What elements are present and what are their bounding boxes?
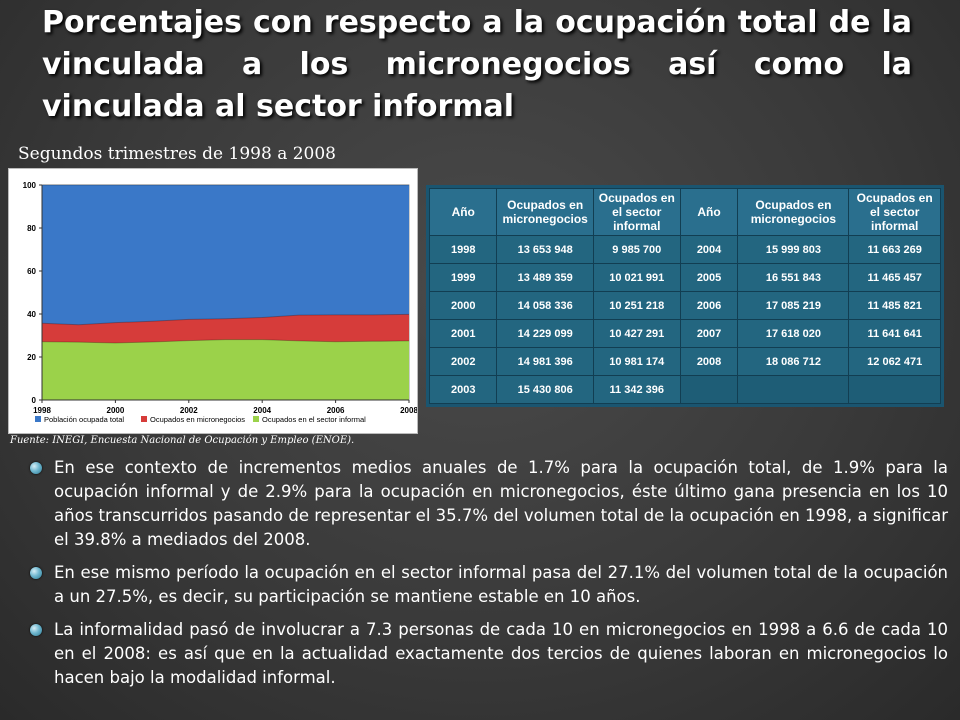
area-series-edge-2 bbox=[41, 339, 410, 344]
header-informal-2: Ocupados en el sector informal bbox=[848, 188, 941, 236]
table-cell: 2008 bbox=[679, 347, 739, 376]
table-cell: 11 485 821 bbox=[848, 291, 941, 320]
table-cell: 11 663 269 bbox=[848, 235, 941, 264]
bullet-text: En ese contexto de incrementos medios an… bbox=[54, 458, 948, 549]
table-cell: 9 985 700 bbox=[592, 235, 681, 264]
table-cell: 17 618 020 bbox=[737, 319, 850, 348]
y-tick-label: 0 bbox=[32, 396, 37, 405]
area-series-edge-1 bbox=[41, 313, 410, 326]
table-cell bbox=[848, 375, 941, 404]
bullet-text: La informalidad pasó de involucrar a 7.3… bbox=[54, 620, 948, 687]
table-cell: 14 981 396 bbox=[496, 347, 594, 376]
table-cell: 10 251 218 bbox=[592, 291, 681, 320]
bullet-item: En ese mismo período la ocupación en el … bbox=[30, 561, 948, 609]
header-micronegocios-1: Ocupados en micronegocios bbox=[496, 188, 594, 236]
table-cell: 14 229 099 bbox=[496, 319, 594, 348]
legend-label: Población ocupada total bbox=[44, 415, 124, 424]
legend-swatch bbox=[35, 416, 41, 422]
source-note: Fuente: INEGI, Encuesta Nacional de Ocup… bbox=[10, 435, 355, 446]
y-tick-label: 60 bbox=[27, 267, 36, 276]
table-cell: 14 058 336 bbox=[496, 291, 594, 320]
area-chart: 0 20 40 60 80 100 1998 2000 2002 2004 2006 2008 Pobl… bbox=[8, 168, 418, 434]
table-cell: 2001 bbox=[428, 319, 498, 348]
bullet-item: La informalidad pasó de involucrar a 7.3… bbox=[30, 618, 948, 690]
y-tick-label: 20 bbox=[27, 353, 36, 362]
table-row: 1999 13 489 359 10 021 991 2005 16 551 843 11… bbox=[428, 263, 941, 292]
x-tick-label: 2006 bbox=[327, 406, 345, 415]
table-cell bbox=[679, 375, 739, 404]
header-informal-1: Ocupados en el sector informal bbox=[592, 188, 681, 236]
y-tick-label: 80 bbox=[27, 224, 36, 233]
legend-label: Ocupados en el sector informal bbox=[262, 415, 366, 424]
table-cell: 2005 bbox=[679, 263, 739, 292]
table-header-row: Año Ocupados en micronegocios Ocupados e… bbox=[428, 188, 941, 236]
legend-swatch bbox=[253, 416, 259, 422]
area-series-2 bbox=[42, 339, 409, 400]
table-cell: 11 641 641 bbox=[848, 319, 941, 348]
table-row: 2001 14 229 099 10 427 291 2007 17 618 020 11… bbox=[428, 319, 941, 348]
table-row: 2003 15 430 806 11 342 396 bbox=[428, 375, 941, 404]
table-cell: 2000 bbox=[428, 291, 498, 320]
table-cell: 16 551 843 bbox=[737, 263, 850, 292]
bullet-text: En ese mismo período la ocupación en el … bbox=[54, 563, 948, 606]
table-cell: 17 085 219 bbox=[737, 291, 850, 320]
x-tick-label: 2002 bbox=[180, 406, 198, 415]
legend-swatch bbox=[141, 416, 147, 422]
bullet-list: En ese contexto de incrementos medios an… bbox=[30, 456, 948, 699]
table-cell: 11 465 457 bbox=[848, 263, 941, 292]
table-cell: 2003 bbox=[428, 375, 498, 404]
y-tick-label: 40 bbox=[27, 310, 36, 319]
area-chart-svg: 0 20 40 60 80 100 1998 2000 2002 2004 2006 2008 Pobl… bbox=[23, 181, 417, 424]
table-cell bbox=[737, 375, 850, 404]
table-cell: 18 086 712 bbox=[737, 347, 850, 376]
table-cell: 2002 bbox=[428, 347, 498, 376]
table-cell: 2007 bbox=[679, 319, 739, 348]
table-cell: 11 342 396 bbox=[592, 375, 681, 404]
table-cell: 1998 bbox=[428, 235, 498, 264]
data-table-container: Año Ocupados en micronegocios Ocupados e… bbox=[426, 185, 944, 407]
slide-title: Porcentajes con respecto a la ocupación … bbox=[42, 5, 912, 124]
table-row: 1998 13 653 948 9 985 700 2004 15 999 803 11 … bbox=[428, 235, 941, 264]
table-cell: 15 430 806 bbox=[496, 375, 594, 404]
table-cell: 10 021 991 bbox=[592, 263, 681, 292]
header-year-1: Año bbox=[428, 188, 498, 236]
table-cell: 10 981 174 bbox=[592, 347, 681, 376]
table-row: 2000 14 058 336 10 251 218 2006 17 085 219 11… bbox=[428, 291, 941, 320]
x-tick-label: 2000 bbox=[107, 406, 125, 415]
x-tick-label: 2008 bbox=[400, 406, 417, 415]
x-tick-label: 2004 bbox=[253, 406, 271, 415]
slide-subtitle: Segundos trimestres de 1998 a 2008 bbox=[18, 144, 336, 164]
table-cell: 2004 bbox=[679, 235, 739, 264]
bullet-item: En ese contexto de incrementos medios an… bbox=[30, 456, 948, 552]
table-cell: 1999 bbox=[428, 263, 498, 292]
legend-label: Ocupados en micronegocios bbox=[150, 415, 245, 424]
table-cell: 12 062 471 bbox=[848, 347, 941, 376]
table-cell: 10 427 291 bbox=[592, 319, 681, 348]
bullet-icon bbox=[30, 624, 42, 636]
x-tick-label: 1998 bbox=[33, 406, 51, 415]
bullet-icon bbox=[30, 462, 42, 474]
table-cell: 2006 bbox=[679, 291, 739, 320]
header-year-2: Año bbox=[679, 188, 739, 236]
table-cell: 15 999 803 bbox=[737, 235, 850, 264]
y-tick-label: 100 bbox=[23, 181, 37, 190]
table-cell: 13 653 948 bbox=[496, 235, 594, 264]
bullet-icon bbox=[30, 567, 42, 579]
data-table: Año Ocupados en micronegocios Ocupados e… bbox=[428, 188, 941, 404]
table-row: 2002 14 981 396 10 981 174 2008 18 086 712 12… bbox=[428, 347, 941, 376]
table-cell: 13 489 359 bbox=[496, 263, 594, 292]
header-micronegocios-2: Ocupados en micronegocios bbox=[737, 188, 850, 236]
